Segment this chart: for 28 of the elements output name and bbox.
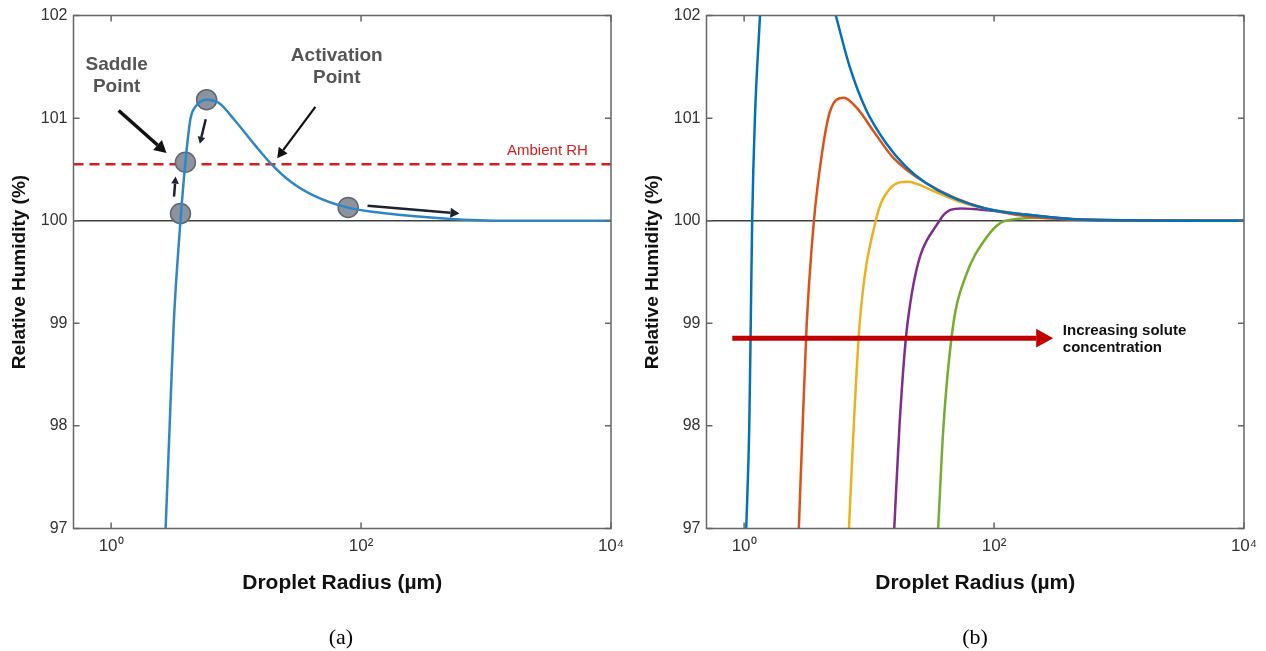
x-tick-label: 10² [348, 536, 374, 556]
y-tick-label: 97 [682, 518, 701, 536]
y-tick-label: 101 [673, 108, 701, 126]
x-axis-title: Droplet Radius (µm) [875, 570, 1076, 594]
y-tick-label: 100 [40, 211, 68, 229]
x-axis-title: Droplet Radius (µm) [242, 570, 443, 594]
x-tick-label: 10⁰ [98, 536, 124, 556]
text: (a) [328, 623, 354, 650]
y-axis-title: Relative Humidity (%) [640, 174, 662, 370]
y-tick-label: 102 [40, 6, 68, 24]
y-tick-label: 98 [49, 416, 68, 434]
y-tick-label: 99 [682, 313, 701, 331]
y-tick-label: 98 [682, 416, 701, 434]
text: (b) [962, 623, 988, 650]
y-tick-label: 99 [49, 313, 68, 331]
annotation: Saddle Point [85, 53, 148, 98]
x-tick-label: 10⁴ [1230, 536, 1258, 556]
annotation: Activation Point [290, 44, 383, 89]
x-tick-label: 10⁰ [731, 536, 757, 556]
annotation: Increasing solute concentration [1062, 321, 1187, 356]
y-tick-label: 100 [673, 211, 701, 229]
x-tick-label: 10⁴ [597, 536, 625, 556]
ref-line-label: Ambient RH [507, 140, 588, 158]
y-tick-label: 97 [49, 518, 68, 536]
y-tick-label: 102 [673, 6, 701, 24]
y-axis-title: Relative Humidity (%) [7, 174, 29, 370]
x-tick-label: 10² [981, 536, 1007, 556]
y-tick-label: 101 [40, 108, 68, 126]
